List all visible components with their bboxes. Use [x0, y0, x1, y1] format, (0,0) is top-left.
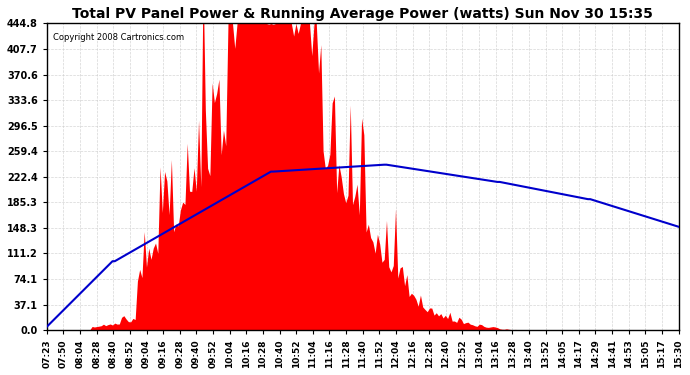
Title: Total PV Panel Power & Running Average Power (watts) Sun Nov 30 15:35: Total PV Panel Power & Running Average P… — [72, 7, 653, 21]
Text: Copyright 2008 Cartronics.com: Copyright 2008 Cartronics.com — [53, 33, 184, 42]
